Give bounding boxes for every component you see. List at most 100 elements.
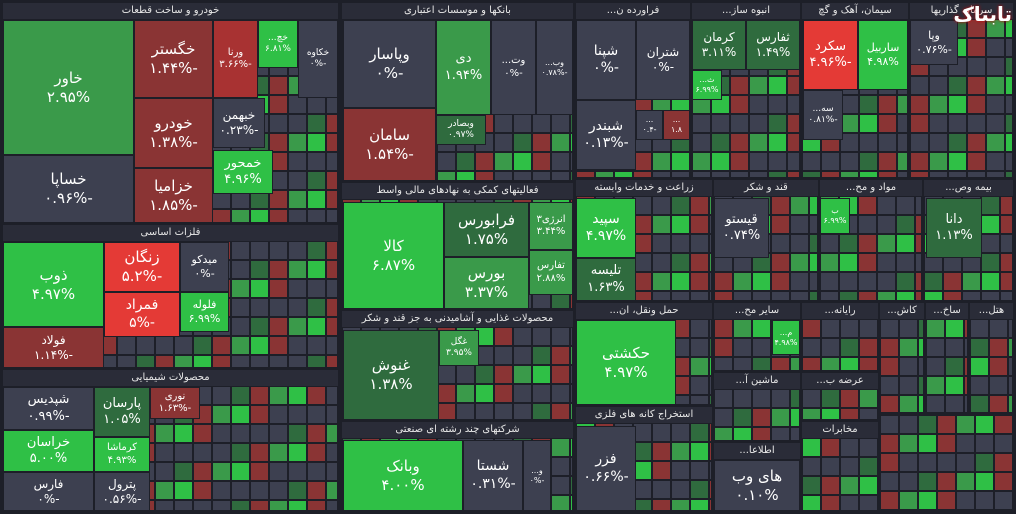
tile-small [730, 152, 749, 171]
sector-title: فعالیتهای کمکی به نهادهای مالی واسط [342, 183, 573, 199]
stock-tile: خچ... ۶.۸۱% [258, 20, 298, 68]
tile-small [790, 427, 800, 441]
tile-small [929, 95, 948, 114]
tile-small [652, 461, 671, 480]
tile-small [570, 457, 573, 476]
tile-small [802, 338, 821, 357]
tile-small [924, 272, 943, 291]
change: -۱.۱۴% [34, 347, 73, 362]
tile-small [840, 171, 859, 178]
change: -۰.۸۱% [808, 115, 838, 125]
tile-small [880, 415, 899, 434]
tile-small [821, 408, 840, 420]
tile-small [155, 443, 174, 462]
tile-small [570, 438, 573, 457]
tile-small [570, 171, 573, 181]
tile-small [859, 408, 878, 420]
tile-small [326, 241, 338, 260]
watermark: تابناک [953, 2, 1012, 26]
symbol: خبهمن [222, 108, 256, 122]
tile-small [859, 495, 878, 511]
tile-small [970, 338, 989, 357]
tile-small [1005, 133, 1013, 152]
tile-small [910, 152, 929, 171]
tile-small [981, 253, 1000, 272]
tile-small [288, 114, 307, 133]
sector-title: عرضه ب... [802, 373, 878, 389]
tile-small [250, 500, 269, 511]
stock-tile: خودرو -۱.۳۸% [134, 98, 213, 168]
tile-small [570, 294, 573, 309]
sector-title: قند و شکر [714, 180, 818, 196]
tile-small [840, 152, 859, 171]
tile-small [307, 260, 326, 279]
sector: قند و شکر [714, 180, 818, 196]
tile-small [859, 133, 878, 152]
tile-small [918, 510, 937, 512]
tile-small [880, 434, 899, 453]
tile-small [981, 196, 1000, 215]
tile-small [551, 476, 570, 495]
tile-small [709, 395, 712, 405]
stock-tile: سامان -۱.۵۴% [343, 108, 436, 181]
symbol: انرژی۳ [536, 213, 566, 225]
sector: حمل ونقل، ان... [576, 303, 712, 319]
tile-small [570, 495, 573, 511]
tile-small [690, 291, 709, 301]
tile-small [790, 389, 800, 408]
tile-small [117, 336, 136, 355]
symbol: پترول [107, 476, 137, 491]
tile-small [513, 171, 532, 181]
tile-small [174, 481, 193, 500]
tile-small [570, 152, 573, 171]
change: ۳.۱۱% [701, 45, 737, 59]
symbol: ث... [699, 75, 715, 84]
symbol: وبانک [386, 456, 420, 475]
tile-small [820, 272, 839, 291]
tile-small [989, 338, 1008, 357]
stock-tile: شبندر -۰.۱۳% [576, 100, 636, 170]
stock-tile: ذوب ۴.۹۷% [3, 242, 104, 327]
tile-small [288, 481, 307, 500]
tile-small [749, 152, 768, 171]
tile-small [994, 491, 1013, 510]
tile-small [326, 500, 338, 511]
tile-small [945, 319, 964, 338]
tile-small [475, 152, 494, 171]
tile-small [975, 491, 994, 510]
stock-tile: تلیسه ۱.۶۳% [576, 258, 636, 301]
tile-small [269, 443, 288, 462]
tile-small [809, 196, 818, 215]
tile-small [858, 196, 877, 215]
symbol: میدکو [191, 253, 218, 267]
tile-small [714, 357, 733, 371]
tile-small [821, 438, 840, 457]
tile-small [967, 95, 986, 114]
tile-small [967, 57, 986, 76]
tile-small [288, 443, 307, 462]
tile-small [307, 386, 326, 405]
tile-small [730, 133, 749, 152]
tile-small [937, 415, 956, 434]
change: ۱.۳۸% [369, 375, 413, 393]
tile-small [858, 272, 877, 291]
tile-small [790, 291, 809, 301]
tile-small [1008, 338, 1013, 357]
change: ۱.۱۳% [935, 228, 973, 243]
tile-small [899, 472, 918, 491]
tile-small [326, 317, 338, 336]
tile-small [193, 500, 212, 511]
tile-small [136, 336, 155, 355]
tile-small [880, 491, 899, 510]
tile-small [231, 481, 250, 500]
tile-small [690, 338, 709, 357]
tile-small [570, 114, 573, 133]
stock-tile: وت... -۰% [491, 20, 536, 115]
tile-small [671, 480, 690, 499]
change: -۰% [37, 491, 60, 506]
tile-small [155, 500, 174, 511]
tile-small [326, 336, 338, 355]
tile-small [967, 19, 986, 38]
tile-small [288, 171, 307, 190]
tile-small [752, 357, 771, 371]
